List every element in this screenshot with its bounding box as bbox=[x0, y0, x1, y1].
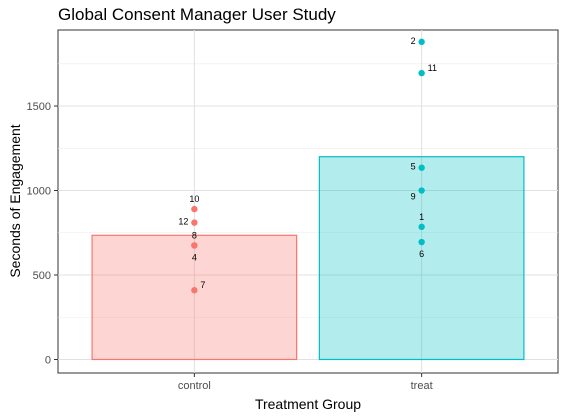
data-point bbox=[191, 219, 198, 226]
point-label: 6 bbox=[419, 249, 424, 259]
point-label: 1 bbox=[419, 212, 424, 222]
point-label: 10 bbox=[189, 194, 199, 204]
point-label: 5 bbox=[411, 162, 416, 172]
point-label: 7 bbox=[200, 280, 205, 290]
point-label: 8 bbox=[192, 230, 197, 240]
y-tick-label: 1500 bbox=[27, 101, 51, 113]
y-tick-label: 1000 bbox=[27, 186, 51, 198]
data-point bbox=[418, 69, 425, 77]
x-tick-label: treat bbox=[411, 380, 433, 392]
bar-control bbox=[91, 234, 298, 361]
grid-lines bbox=[58, 30, 558, 373]
y-tick-label: 500 bbox=[33, 270, 51, 282]
data-point bbox=[191, 287, 198, 294]
bars bbox=[91, 156, 525, 361]
data-point bbox=[418, 223, 425, 231]
axes: 0 500 1000 1500 control treat bbox=[27, 101, 433, 392]
data-point bbox=[418, 238, 425, 246]
point-label: 4 bbox=[192, 252, 197, 262]
data-point bbox=[191, 242, 198, 249]
point-label: 11 bbox=[428, 63, 437, 73]
x-tick-label: control bbox=[178, 380, 211, 392]
data-point bbox=[418, 164, 425, 171]
data-point bbox=[191, 205, 198, 213]
data-point bbox=[418, 187, 425, 194]
y-tick-label: 0 bbox=[45, 354, 51, 366]
x-axis-title: Treatment Group bbox=[255, 396, 361, 412]
chart-title: Global Consent Manager User Study bbox=[58, 5, 336, 24]
plot-panel bbox=[57, 29, 559, 374]
data-points: 10 12 8 4 7 2 11 5 91 6 bbox=[178, 36, 437, 294]
point-label: 2 bbox=[411, 36, 416, 46]
point-label: 12 bbox=[178, 217, 188, 227]
data-point bbox=[418, 38, 425, 46]
point-label: 9 bbox=[411, 192, 416, 202]
y-axis-title: Seconds of Engagement bbox=[7, 124, 23, 277]
